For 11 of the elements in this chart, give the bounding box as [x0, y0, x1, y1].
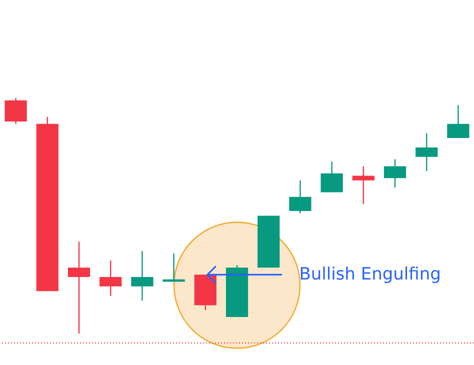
candlestick [68, 241, 90, 334]
candlestick [384, 158, 406, 188]
candlestick [100, 260, 122, 296]
candlestick [447, 104, 470, 139]
candlestick [320, 160, 343, 193]
candlestick [131, 250, 154, 302]
candlestick [352, 166, 374, 205]
candlestick [289, 180, 312, 214]
candlestick [416, 132, 438, 172]
candlestick [4, 97, 27, 124]
annotation: Bullish Engulfing [299, 264, 441, 285]
